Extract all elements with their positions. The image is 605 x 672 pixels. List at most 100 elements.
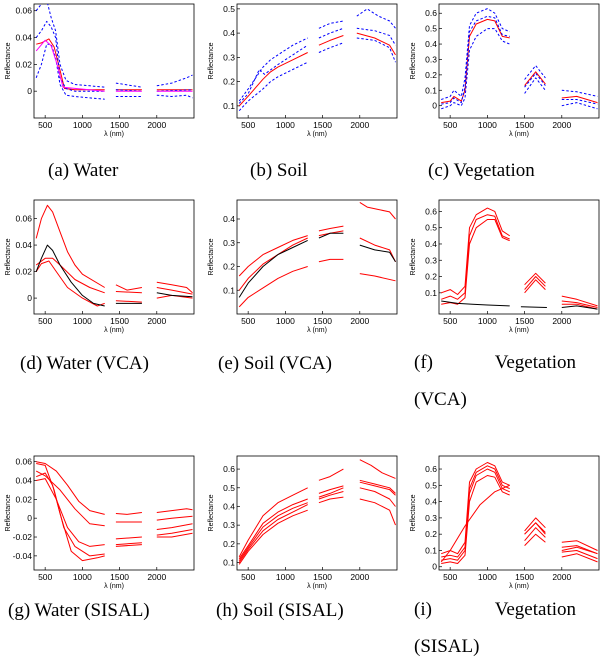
series-line-1 xyxy=(238,479,396,560)
y-tick-label: 0.5 xyxy=(425,24,437,34)
y-tick-label: 0.5 xyxy=(425,480,437,490)
y-tick-label: 0.4 xyxy=(425,497,437,507)
x-tick-label: 500 xyxy=(241,316,255,326)
x-tick-label: 1500 xyxy=(515,120,534,130)
y-tick-label: 0.4 xyxy=(223,501,235,511)
series-line-0 xyxy=(238,32,396,107)
series-line-3 xyxy=(36,463,193,557)
chart-h-soil-sisal: 500 1000 1500 2000 0.1 0.2 0.3 0.4 0.5 0.6 λ (nm) R… xyxy=(208,455,398,590)
x-tick-label: 1000 xyxy=(73,572,92,582)
x-tick-label: 1500 xyxy=(110,316,129,326)
y-tick-label: 0.6 xyxy=(223,464,235,474)
y-axis-label: Reflectance xyxy=(208,494,215,531)
y-tick-label: 0.04 xyxy=(15,240,32,250)
x-tick-label: 500 xyxy=(38,316,52,326)
series-line-2 xyxy=(35,43,193,100)
chart-e-soil-vca: 500 1000 1500 2000 0.1 0.2 0.3 0.4 λ (nm) Reflect… xyxy=(208,199,398,334)
series-line-2 xyxy=(441,219,598,310)
series-line-3 xyxy=(441,300,598,310)
x-tick-label: 1500 xyxy=(313,316,332,326)
series-line-3 xyxy=(441,475,598,564)
x-tick-label: 500 xyxy=(443,572,457,582)
plot-frame xyxy=(236,199,398,315)
y-tick-label: 0 xyxy=(27,513,32,523)
series-line-1 xyxy=(35,470,193,527)
plot-frame xyxy=(438,455,600,571)
panel-h-soil-sisal: 500 1000 1500 2000 0.1 0.2 0.3 0.4 0.5 0.6 λ (nm) R… xyxy=(203,452,403,590)
y-tick-label: 0.3 xyxy=(425,54,437,64)
series-line-3 xyxy=(238,232,396,298)
y-tick-label: 0.06 xyxy=(15,214,32,224)
panel-i-vegetation-sisal: 500 1000 1500 2000 0 0.1 0.2 0.3 0.4 0.5 0.6 λ (nm)… xyxy=(405,452,605,590)
caption-f: (f) Vegetation (VCA) xyxy=(414,352,576,410)
x-tick-label: 500 xyxy=(241,120,255,130)
series-line-3 xyxy=(238,496,396,565)
caption-h: (h) Soil (SISAL) xyxy=(216,600,344,621)
x-tick-label: 500 xyxy=(443,120,457,130)
series-line-1 xyxy=(35,4,193,88)
y-tick-label: 0.3 xyxy=(425,255,437,265)
x-tick-label: 2000 xyxy=(147,316,166,326)
y-axis-label: Reflectance xyxy=(5,494,12,531)
x-axis-label: λ (nm) xyxy=(509,327,529,334)
y-tick-label: 0.1 xyxy=(223,558,235,568)
y-tick-label: 0.5 xyxy=(223,4,235,14)
y-tick-label: 0.1 xyxy=(425,85,437,95)
x-tick-label: 1000 xyxy=(478,572,497,582)
y-tick-label: 0 xyxy=(432,101,437,111)
y-tick-label: 0.1 xyxy=(425,545,437,555)
chart-d-water-vca: 500 1000 1500 2000 0 0.02 0.04 0.06 λ (nm) Reflec… xyxy=(5,199,195,334)
plot-frame xyxy=(33,455,195,571)
chart-a-water: 500 1000 1500 2000 0 0.02 0.04 0.06 λ (nm) Reflec… xyxy=(5,3,195,138)
x-axis-label: λ (nm) xyxy=(307,583,327,590)
y-tick-label: 0.6 xyxy=(425,8,437,18)
y-tick-label: 0.02 xyxy=(15,59,32,69)
x-tick-label: 1000 xyxy=(478,120,497,130)
series-line-0 xyxy=(441,207,598,307)
chart-i-vegetation-sisal: 500 1000 1500 2000 0 0.1 0.2 0.3 0.4 0.5 0.6 λ (nm)… xyxy=(410,455,600,590)
y-tick-label: 0.04 xyxy=(15,475,32,485)
panel-f-vegetation-vca: 500 1000 1500 2000 0.1 0.2 0.3 0.4 0.5 0.6 λ (nm) R… xyxy=(405,196,605,334)
x-axis-label: λ (nm) xyxy=(104,327,124,334)
x-axis-label: λ (nm) xyxy=(307,131,327,138)
series-line-2 xyxy=(238,487,396,563)
series-line-3 xyxy=(238,27,396,104)
caption-g: (g) Water (SISAL) xyxy=(8,600,150,621)
x-tick-label: 2000 xyxy=(350,120,369,130)
series-line-4 xyxy=(36,472,193,562)
y-tick-label: 0.02 xyxy=(15,494,32,504)
chart-f-vegetation-vca: 500 1000 1500 2000 0.1 0.2 0.3 0.4 0.5 0.6 λ (nm) R… xyxy=(410,199,600,334)
y-tick-label: 0.3 xyxy=(223,52,235,62)
series-line-1 xyxy=(238,8,396,102)
caption-d: (d) Water (VCA) xyxy=(20,353,149,374)
panel-e-soil-vca: 500 1000 1500 2000 0.1 0.2 0.3 0.4 λ (nm) Reflect… xyxy=(203,196,403,334)
plot-frame xyxy=(438,3,600,119)
series-line-2 xyxy=(441,468,598,561)
series-line-4 xyxy=(238,481,396,561)
series-line-3 xyxy=(441,15,598,105)
series-line-2 xyxy=(441,28,598,110)
y-tick-label: 0.04 xyxy=(15,33,32,43)
x-tick-label: 2000 xyxy=(147,572,166,582)
y-tick-label: 0.3 xyxy=(425,513,437,523)
plot-frame xyxy=(236,455,398,571)
caption-i: (i) Vegetation (SISAL) xyxy=(414,599,576,657)
y-tick-label: 0.2 xyxy=(425,529,437,539)
series-line-4 xyxy=(35,39,193,92)
y-tick-label: 0.4 xyxy=(425,239,437,249)
y-tick-label: 0.6 xyxy=(425,464,437,474)
x-tick-label: 2000 xyxy=(552,316,571,326)
y-tick-label: 0.5 xyxy=(223,483,235,493)
chart-b-soil: 500 1000 1500 2000 0.1 0.2 0.3 0.4 0.5 λ (nm) Refl… xyxy=(208,3,398,138)
caption-e: (e) Soil (VCA) xyxy=(218,353,332,374)
y-tick-label: 0.5 xyxy=(425,223,437,233)
y-tick-label: 0.3 xyxy=(223,238,235,248)
x-axis-label: λ (nm) xyxy=(104,583,124,590)
series-line-2 xyxy=(238,37,396,112)
x-tick-label: 2000 xyxy=(350,316,369,326)
panel-c-vegetation: 500 1000 1500 2000 0 0.1 0.2 0.3 0.4 0.5 0.6 λ (nm)… xyxy=(405,0,605,138)
chart-c-vegetation: 500 1000 1500 2000 0 0.1 0.2 0.3 0.4 0.5 0.6 λ (nm)… xyxy=(410,3,600,138)
x-tick-label: 1000 xyxy=(276,120,295,130)
y-tick-label: 0.06 xyxy=(15,457,32,467)
y-tick-label: 0.1 xyxy=(223,101,235,111)
